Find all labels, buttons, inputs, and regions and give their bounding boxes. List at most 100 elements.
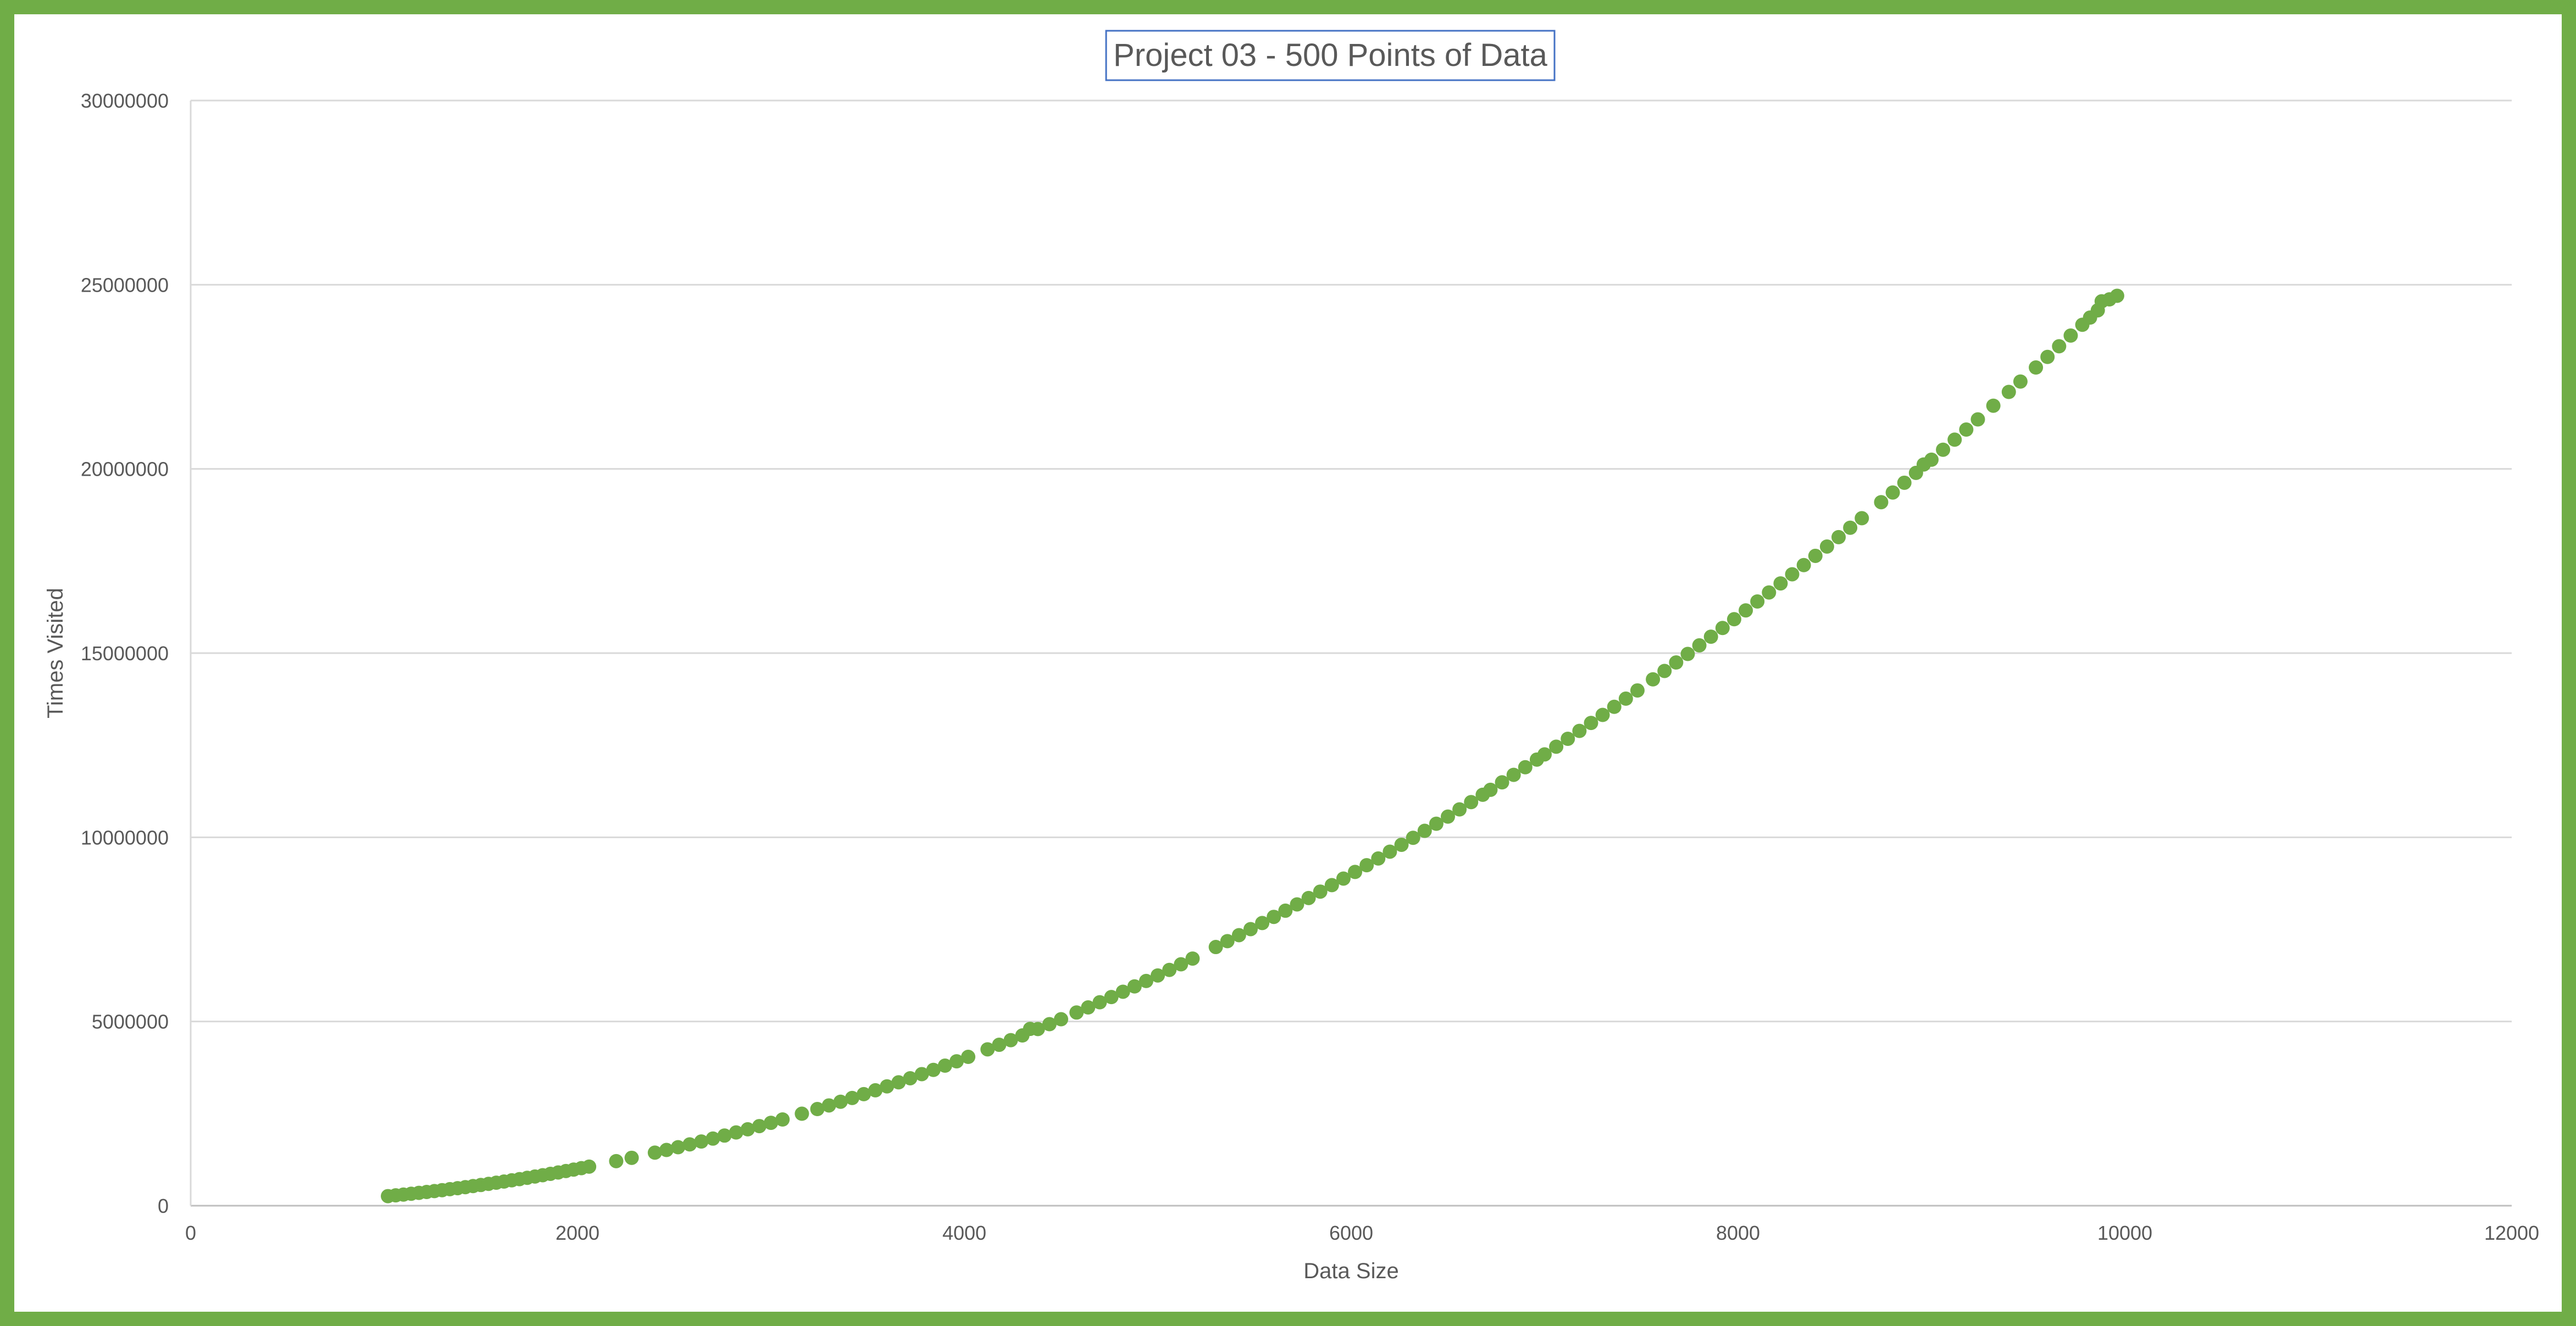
data-point bbox=[775, 1112, 790, 1127]
data-point bbox=[2109, 288, 2124, 303]
data-point bbox=[1808, 548, 1823, 563]
data-point bbox=[740, 1122, 755, 1136]
data-point bbox=[1959, 422, 1974, 437]
data-point bbox=[1561, 731, 1575, 746]
data-point bbox=[1278, 903, 1293, 918]
data-point bbox=[1572, 723, 1587, 738]
data-point bbox=[1843, 520, 1858, 535]
data-point bbox=[1231, 928, 1246, 943]
data-point bbox=[1584, 716, 1598, 731]
data-points bbox=[381, 288, 2124, 1204]
data-point bbox=[1359, 858, 1374, 873]
data-point bbox=[1255, 916, 1270, 931]
y-tick-label: 20000000 bbox=[81, 458, 169, 481]
data-point bbox=[2052, 339, 2067, 354]
data-point bbox=[1371, 851, 1386, 866]
data-point bbox=[1646, 672, 1661, 687]
data-point bbox=[2063, 328, 2078, 343]
x-tick-label: 2000 bbox=[556, 1222, 599, 1244]
data-point bbox=[2040, 349, 2055, 364]
data-point bbox=[682, 1137, 697, 1152]
y-axis-title: Times Visited bbox=[43, 588, 68, 718]
data-point bbox=[1069, 1005, 1084, 1020]
data-point bbox=[1483, 782, 1498, 797]
data-point bbox=[1785, 567, 1800, 582]
data-point bbox=[1874, 495, 1889, 510]
data-point bbox=[624, 1150, 639, 1165]
data-point bbox=[1947, 432, 1962, 447]
data-point bbox=[1383, 844, 1397, 859]
data-point bbox=[937, 1058, 952, 1073]
data-point bbox=[671, 1140, 686, 1155]
y-tick-label: 10000000 bbox=[81, 826, 169, 849]
chart-title: Project 03 - 500 Points of Data bbox=[1113, 37, 1548, 73]
data-point bbox=[891, 1075, 906, 1090]
data-point bbox=[980, 1042, 995, 1057]
y-tick-label: 5000000 bbox=[92, 1011, 169, 1033]
data-point bbox=[903, 1071, 918, 1085]
data-point bbox=[1324, 878, 1339, 893]
y-axis-ticks: 0 5000000 10000000 15000000 20000000 25000000… bbox=[81, 90, 169, 1217]
data-point bbox=[821, 1098, 836, 1113]
data-point bbox=[582, 1159, 597, 1174]
data-point bbox=[1657, 664, 1672, 678]
data-point bbox=[1185, 951, 1200, 966]
data-point bbox=[1348, 865, 1363, 879]
data-point bbox=[1750, 594, 1765, 609]
data-point bbox=[1669, 655, 1684, 670]
data-point bbox=[1115, 984, 1130, 999]
data-point bbox=[729, 1125, 743, 1140]
data-point bbox=[1739, 603, 1753, 618]
data-point bbox=[1417, 823, 1432, 838]
data-point bbox=[810, 1102, 825, 1117]
data-point bbox=[1127, 979, 1142, 994]
data-point bbox=[1174, 957, 1189, 972]
x-axis-title: Data Size bbox=[1303, 1259, 1398, 1283]
y-tick-label: 15000000 bbox=[81, 642, 169, 665]
data-point bbox=[694, 1134, 709, 1149]
data-point bbox=[1151, 968, 1165, 983]
data-point bbox=[706, 1131, 720, 1146]
data-point bbox=[1003, 1033, 1018, 1048]
data-point bbox=[1618, 691, 1633, 706]
data-point bbox=[992, 1038, 1007, 1052]
data-point bbox=[1897, 475, 1912, 490]
data-point bbox=[926, 1062, 941, 1077]
y-tick-label: 25000000 bbox=[81, 274, 169, 296]
data-point bbox=[1394, 837, 1409, 852]
data-point bbox=[1831, 530, 1846, 544]
data-point bbox=[1924, 452, 1939, 467]
data-point bbox=[868, 1083, 883, 1097]
data-point bbox=[1680, 647, 1695, 661]
data-point bbox=[949, 1054, 964, 1069]
data-point bbox=[1441, 809, 1455, 824]
data-point bbox=[1054, 1012, 1068, 1027]
data-point bbox=[1885, 485, 1900, 500]
data-point bbox=[647, 1145, 662, 1160]
data-point bbox=[1243, 922, 1258, 937]
x-tick-label: 8000 bbox=[1716, 1222, 1760, 1244]
data-point bbox=[1773, 576, 1788, 591]
data-point bbox=[1692, 638, 1707, 653]
data-point bbox=[2001, 385, 2016, 399]
data-point bbox=[764, 1116, 778, 1130]
data-point bbox=[1819, 539, 1834, 554]
x-tick-label: 4000 bbox=[942, 1222, 986, 1244]
data-point bbox=[1607, 699, 1622, 714]
x-axis-ticks: 0 2000 4000 6000 8000 10000 12000 bbox=[185, 1222, 2539, 1244]
data-point bbox=[1762, 585, 1776, 600]
x-tick-label: 10000 bbox=[2097, 1222, 2152, 1244]
data-point bbox=[1267, 910, 1281, 924]
data-point bbox=[1301, 890, 1316, 905]
data-point bbox=[1506, 767, 1521, 782]
data-point bbox=[856, 1087, 871, 1101]
data-point bbox=[1429, 816, 1444, 831]
x-tick-label: 12000 bbox=[2484, 1222, 2539, 1244]
data-point bbox=[659, 1143, 674, 1157]
data-point bbox=[1030, 1022, 1045, 1037]
data-point bbox=[1452, 802, 1467, 817]
data-point bbox=[1406, 831, 1420, 845]
y-tick-label: 30000000 bbox=[81, 90, 169, 112]
